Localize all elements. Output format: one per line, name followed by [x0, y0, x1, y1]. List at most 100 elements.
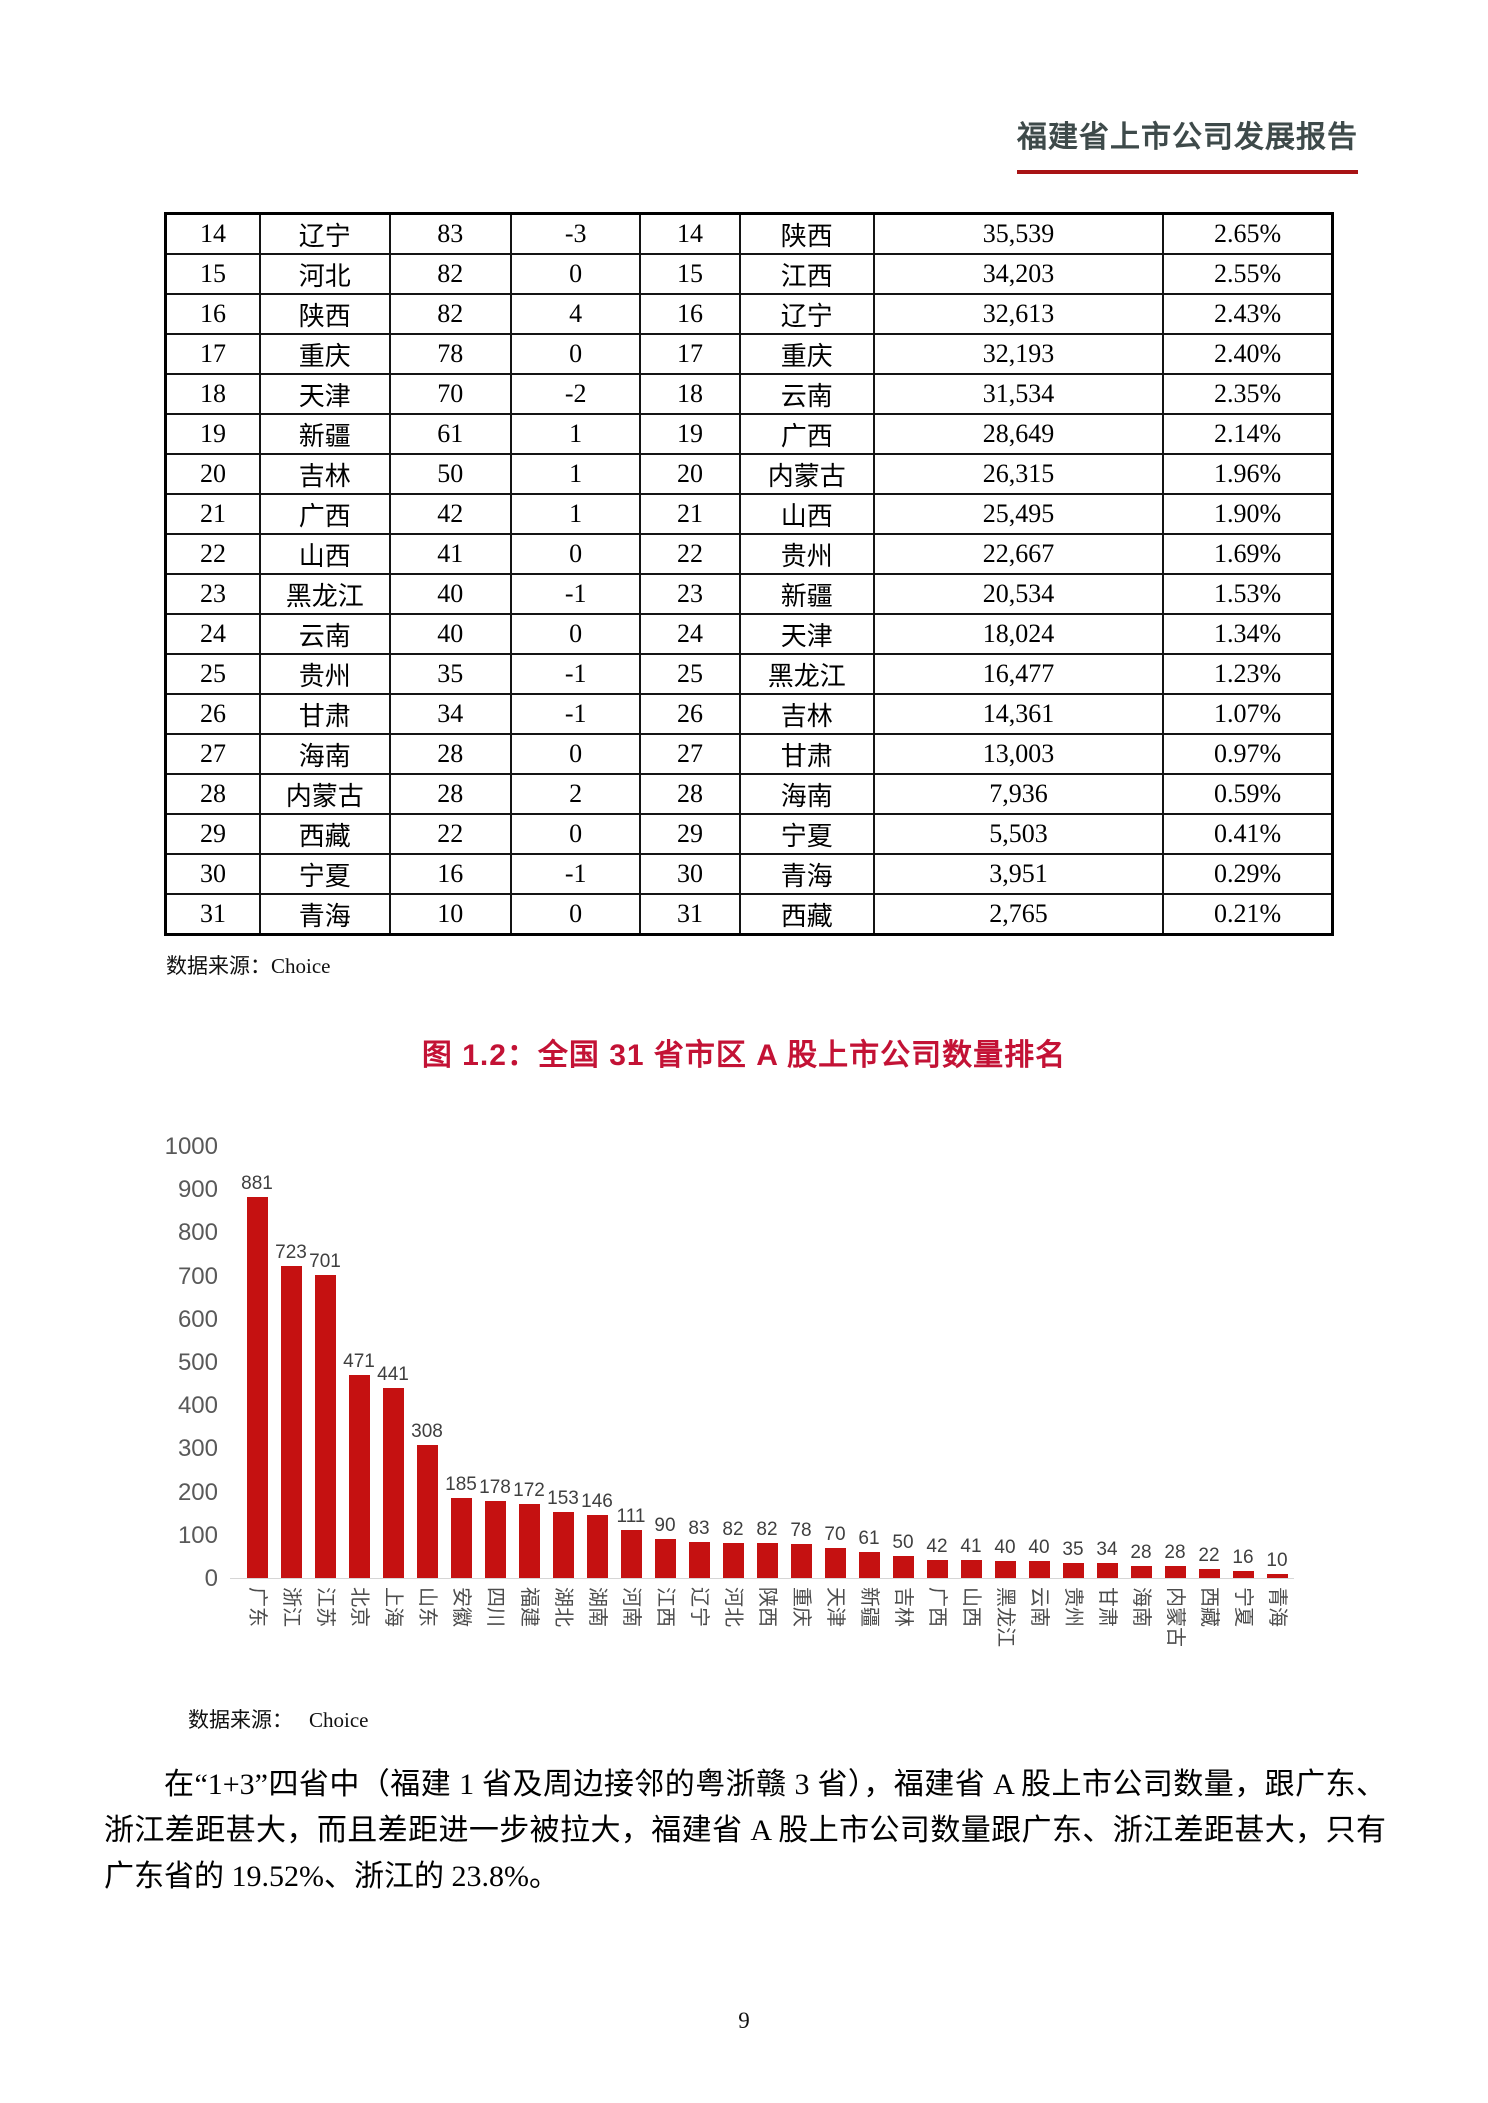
x-axis-label: 山东 [410, 1587, 444, 1647]
table-cell: 1.69% [1162, 533, 1334, 575]
bar-value-label: 723 [275, 1241, 307, 1263]
table-cell: 26 [639, 693, 741, 735]
bar-slot: 153 [546, 1488, 580, 1578]
table-cell: -2 [509, 373, 642, 415]
table-cell: -1 [509, 853, 642, 895]
table-cell: 83 [388, 212, 512, 255]
table-cell: 江西 [738, 253, 875, 295]
y-axis-tick: 900 [177, 1176, 218, 1204]
table-cell: 20,534 [872, 573, 1165, 615]
bar-slot: 16 [1226, 1547, 1260, 1578]
bar-value-label: 28 [1130, 1541, 1152, 1563]
table-row: 27 海南 28 0 27 甘肃 13,003 0.97% [164, 733, 1334, 775]
table-cell: 海南 [259, 733, 391, 775]
table-cell: 28 [639, 773, 741, 815]
table-cell: 广西 [259, 493, 391, 535]
x-axis-label: 河南 [614, 1587, 648, 1647]
x-axis-label: 江西 [648, 1587, 682, 1647]
table-cell: 1 [509, 493, 642, 535]
table-cell: 70 [388, 373, 512, 415]
x-axis-label-text: 青海 [1266, 1587, 1288, 1627]
bar [450, 1498, 472, 1578]
table-cell: 0 [509, 533, 642, 575]
table-cell: -1 [509, 693, 642, 735]
table-cell: 42 [388, 493, 512, 535]
table-cell: 25 [639, 653, 741, 695]
x-axis-label: 甘肃 [1090, 1587, 1124, 1647]
bar-value-label: 82 [756, 1518, 778, 1540]
bar [722, 1542, 744, 1578]
table-cell: 西藏 [738, 893, 875, 936]
table-cell: 20 [639, 453, 741, 495]
bar-slot: 42 [920, 1536, 954, 1578]
table-cell: 1.53% [1162, 573, 1334, 615]
table-cell: 19 [164, 413, 262, 455]
table-cell: 22 [164, 533, 262, 575]
x-axis-label: 广西 [920, 1587, 954, 1647]
bar-slot: 701 [308, 1251, 342, 1578]
table-cell: 31 [164, 893, 262, 936]
table-row: 16 陕西 82 4 16 辽宁 32,613 2.43% [164, 293, 1334, 335]
bar-slot: 82 [716, 1519, 750, 1578]
table-cell: 29 [639, 813, 741, 855]
table-cell: 61 [388, 413, 512, 455]
bar-slot: 50 [886, 1532, 920, 1578]
bar-value-label: 82 [722, 1518, 744, 1540]
source-value: Choice [309, 1708, 369, 1732]
table-cell: 34 [388, 693, 512, 735]
table-cell: 31 [639, 893, 741, 936]
x-axis-label-text: 云南 [1028, 1587, 1050, 1627]
bar [620, 1530, 642, 1578]
x-axis-label: 内蒙古 [1158, 1587, 1192, 1647]
bar-value-label: 22 [1198, 1544, 1220, 1566]
bar-value-label: 34 [1096, 1539, 1118, 1561]
table-cell: 黑龙江 [259, 573, 391, 615]
bar-slot: 83 [682, 1518, 716, 1578]
table-cell: 78 [388, 333, 512, 375]
table-cell: 山西 [259, 533, 391, 575]
bar [994, 1560, 1016, 1578]
bar-slot: 146 [580, 1491, 614, 1578]
x-axis-label: 辽宁 [682, 1587, 716, 1647]
table-cell: 宁夏 [738, 813, 875, 855]
table-cell: 21 [164, 493, 262, 535]
x-axis-label: 北京 [342, 1587, 376, 1647]
table-cell: 14 [164, 212, 262, 255]
x-axis-label: 福建 [512, 1587, 546, 1647]
bar-slot: 441 [376, 1364, 410, 1578]
bar [756, 1542, 778, 1578]
x-axis-label: 黑龙江 [988, 1587, 1022, 1647]
table-cell: 32,193 [872, 333, 1165, 375]
chart-x-axis: 广东 浙江 江苏 北京 上海 山东 安徽 四川 福建 湖北 湖南 河南 江西 辽宁 河北 陕西 重庆 天津 新疆 吉林… [240, 1587, 1370, 1647]
x-axis-label-text: 新疆 [858, 1587, 880, 1627]
bar-value-label: 701 [309, 1251, 341, 1273]
table-cell: 海南 [738, 773, 875, 815]
table-cell: 贵州 [259, 653, 391, 695]
table-cell: 32,613 [872, 293, 1165, 335]
x-axis-label-text: 福建 [518, 1587, 540, 1627]
table-cell: -1 [509, 653, 642, 695]
bar-slot: 82 [750, 1519, 784, 1578]
table-row: 23 黑龙江 40 -1 23 新疆 20,534 1.53% [164, 573, 1334, 615]
table-cell: 50 [388, 453, 512, 495]
x-axis-label: 安徽 [444, 1587, 478, 1647]
bar-value-label: 35 [1062, 1538, 1084, 1560]
bar-value-label: 178 [479, 1477, 511, 1499]
table-cell: 云南 [738, 373, 875, 415]
bar-value-label: 10 [1266, 1549, 1288, 1571]
report-title: 福建省上市公司发展报告 [1017, 121, 1358, 154]
table-cell: 5,503 [872, 813, 1165, 855]
x-axis-label-text: 贵州 [1062, 1587, 1084, 1627]
table-cell: 22,667 [872, 533, 1165, 575]
table-cell: 0 [509, 733, 642, 775]
bar-value-label: 90 [654, 1515, 676, 1537]
bar-value-label: 61 [858, 1527, 880, 1549]
bar [314, 1275, 336, 1578]
bar [892, 1556, 914, 1578]
table-cell: 0.29% [1162, 853, 1334, 895]
table-cell: 青海 [259, 893, 391, 936]
table-cell: 吉林 [259, 453, 391, 495]
x-axis-label: 浙江 [274, 1587, 308, 1647]
bar-slot: 61 [852, 1528, 886, 1578]
table-cell: -3 [509, 212, 642, 255]
